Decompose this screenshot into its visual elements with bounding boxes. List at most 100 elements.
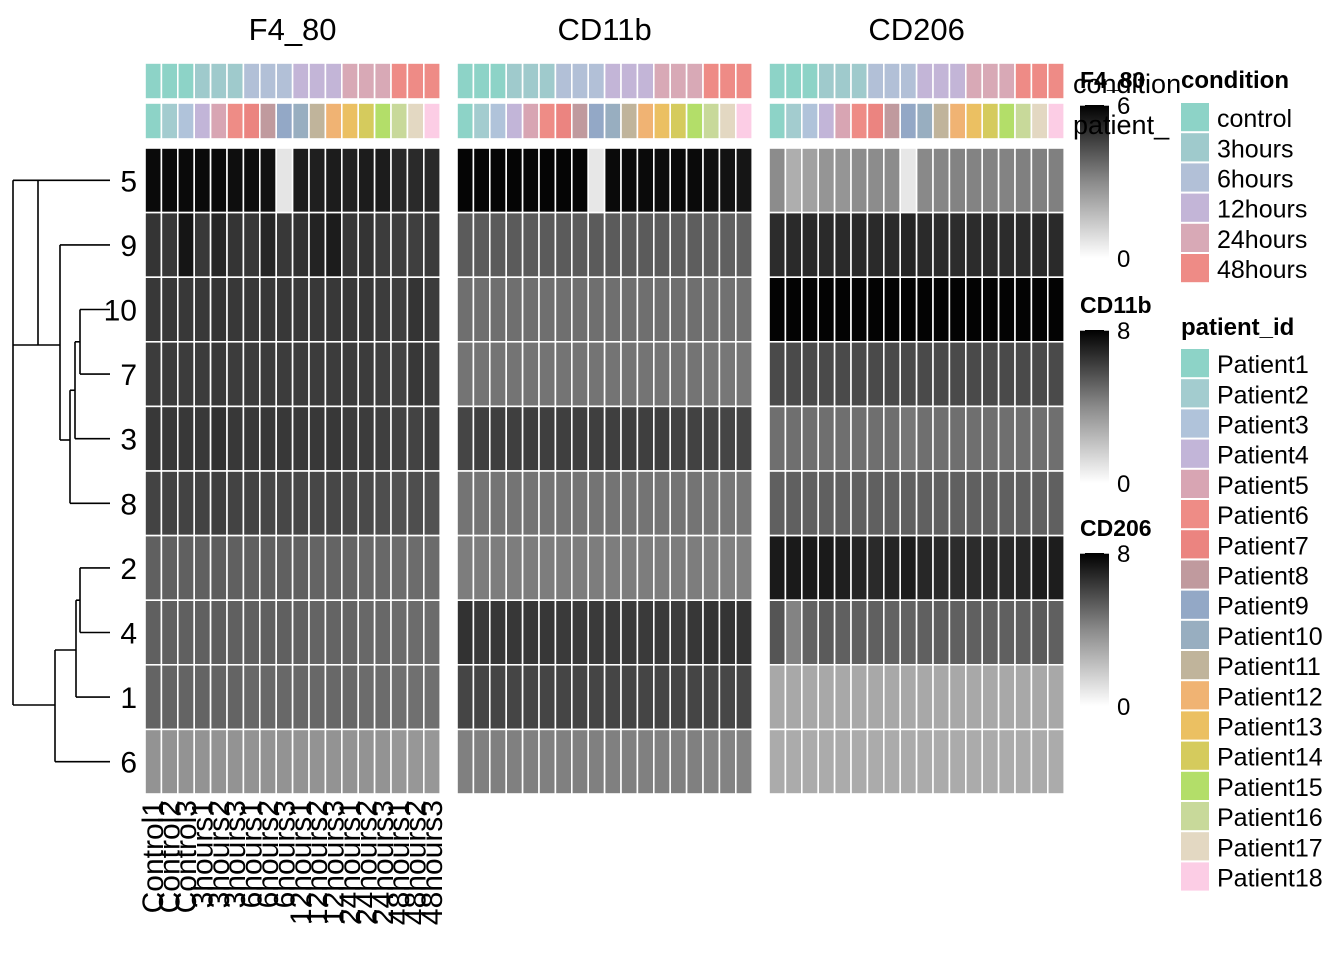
heatmap-cell (406, 147, 425, 214)
heatmap-cell (505, 340, 524, 408)
heatmap-cell (997, 470, 1016, 537)
heatmap-cell (242, 728, 261, 795)
condition-annotation-cell (718, 62, 737, 100)
heatmap-cell (521, 405, 540, 472)
patient-legend-label: Patient17 (1217, 834, 1323, 862)
heatmap-cell (652, 147, 671, 214)
panel-title: F4_80 (249, 12, 337, 47)
heatmap-cell (456, 599, 475, 666)
condition-legend-title: condition (1181, 67, 1289, 94)
heatmap-cell (472, 534, 491, 601)
heatmap-cell (866, 147, 885, 214)
heatmap-cell (242, 211, 261, 279)
heatmap-cell (390, 728, 409, 795)
heatmap-cell (718, 147, 737, 214)
heatmap-cell (275, 599, 294, 666)
condition-legend-swatch (1181, 103, 1209, 132)
patient-annotation-cell (784, 102, 803, 140)
heatmap-cell (636, 405, 655, 472)
heatmap-cell (587, 728, 606, 795)
heatmap-cell (620, 663, 639, 731)
column-label: 3hours1 (186, 800, 219, 908)
heatmap-cell (784, 276, 803, 343)
heatmap-cell (948, 534, 967, 601)
heatmap-cell (258, 599, 277, 666)
heatmap-cell (422, 405, 441, 472)
condition-annotation-cell (488, 62, 507, 100)
heatmap-cell (1014, 211, 1033, 279)
heatmap-cell (1030, 405, 1049, 472)
heatmap-cell (193, 663, 212, 731)
heatmap-cell (357, 405, 376, 472)
heatmap-cell (456, 147, 475, 214)
heatmap-cell (291, 470, 310, 537)
heatmap-cell (1047, 470, 1066, 537)
heatmap-cell (390, 340, 409, 408)
heatmap-cell (734, 147, 753, 214)
heatmap-cell (291, 534, 310, 601)
heatmap-cell (997, 276, 1016, 343)
panel-cd206: CD206 (768, 12, 1066, 795)
heatmap-cell (505, 470, 524, 537)
heatmap-cell (242, 663, 261, 731)
heatmap-cell (652, 534, 671, 601)
heatmap-cell (390, 663, 409, 731)
heatmap-cell (242, 147, 261, 214)
condition-annotation-cell (291, 62, 310, 100)
condition-annotation-cell (505, 62, 524, 100)
heatmap-cell (652, 470, 671, 537)
heatmap-cell (340, 276, 359, 343)
condition-annotation-cell (948, 62, 967, 100)
heatmap-cell (538, 599, 557, 666)
color-scale-tick-label: 0 (1117, 471, 1130, 498)
heatmap-cell (242, 470, 261, 537)
heatmap-cell (620, 276, 639, 343)
heatmap-cell (554, 534, 573, 601)
heatmap-cell (817, 405, 836, 472)
heatmap-cell (373, 663, 392, 731)
heatmap-cell (800, 728, 819, 795)
heatmap-cell (915, 599, 934, 666)
heatmap-cell (209, 276, 228, 343)
heatmap-cell (521, 147, 540, 214)
condition-annotation-cell (685, 62, 704, 100)
condition-legend-label: 3hours (1217, 135, 1293, 163)
heatmap-cell (981, 599, 1000, 666)
heatmap-cell (554, 211, 573, 279)
heatmap-cell (390, 211, 409, 279)
heatmap-cell (308, 663, 327, 731)
column-label: 24hours3 (367, 800, 400, 925)
patient-legend-swatch (1181, 651, 1209, 680)
heatmap-cell (422, 147, 441, 214)
heatmap-cell (291, 147, 310, 214)
patient-annotation-cell (915, 102, 934, 140)
heatmap-cell (981, 534, 1000, 601)
column-label: 48hours3 (416, 800, 449, 925)
heatmap-cell (226, 276, 245, 343)
heatmap-cell (357, 534, 376, 601)
heatmap-cell (258, 211, 277, 279)
column-label: Control1 (137, 800, 170, 913)
patient-annotation-cell (964, 102, 983, 140)
heatmap-cell (997, 534, 1016, 601)
heatmap-cell (324, 276, 343, 343)
heatmap-cell (538, 470, 557, 537)
row-label: 3 (120, 424, 137, 457)
heatmap-cell (324, 663, 343, 731)
patient-annotation-cell (422, 102, 441, 140)
heatmap-cell (1014, 534, 1033, 601)
column-label: 6hours2 (252, 800, 285, 908)
condition-annotation-cell (997, 62, 1016, 100)
heatmap-cell (456, 276, 475, 343)
heatmap-cell (1047, 599, 1066, 666)
heatmap-cell (587, 211, 606, 279)
heatmap-cell (324, 340, 343, 408)
heatmap-cell (505, 276, 524, 343)
patient-legend-label: Patient14 (1217, 744, 1323, 772)
heatmap-cell (948, 340, 967, 408)
heatmap-cell (1014, 470, 1033, 537)
heatmap-cell (981, 340, 1000, 408)
heatmap-cell (144, 534, 163, 601)
heatmap-cell (308, 147, 327, 214)
